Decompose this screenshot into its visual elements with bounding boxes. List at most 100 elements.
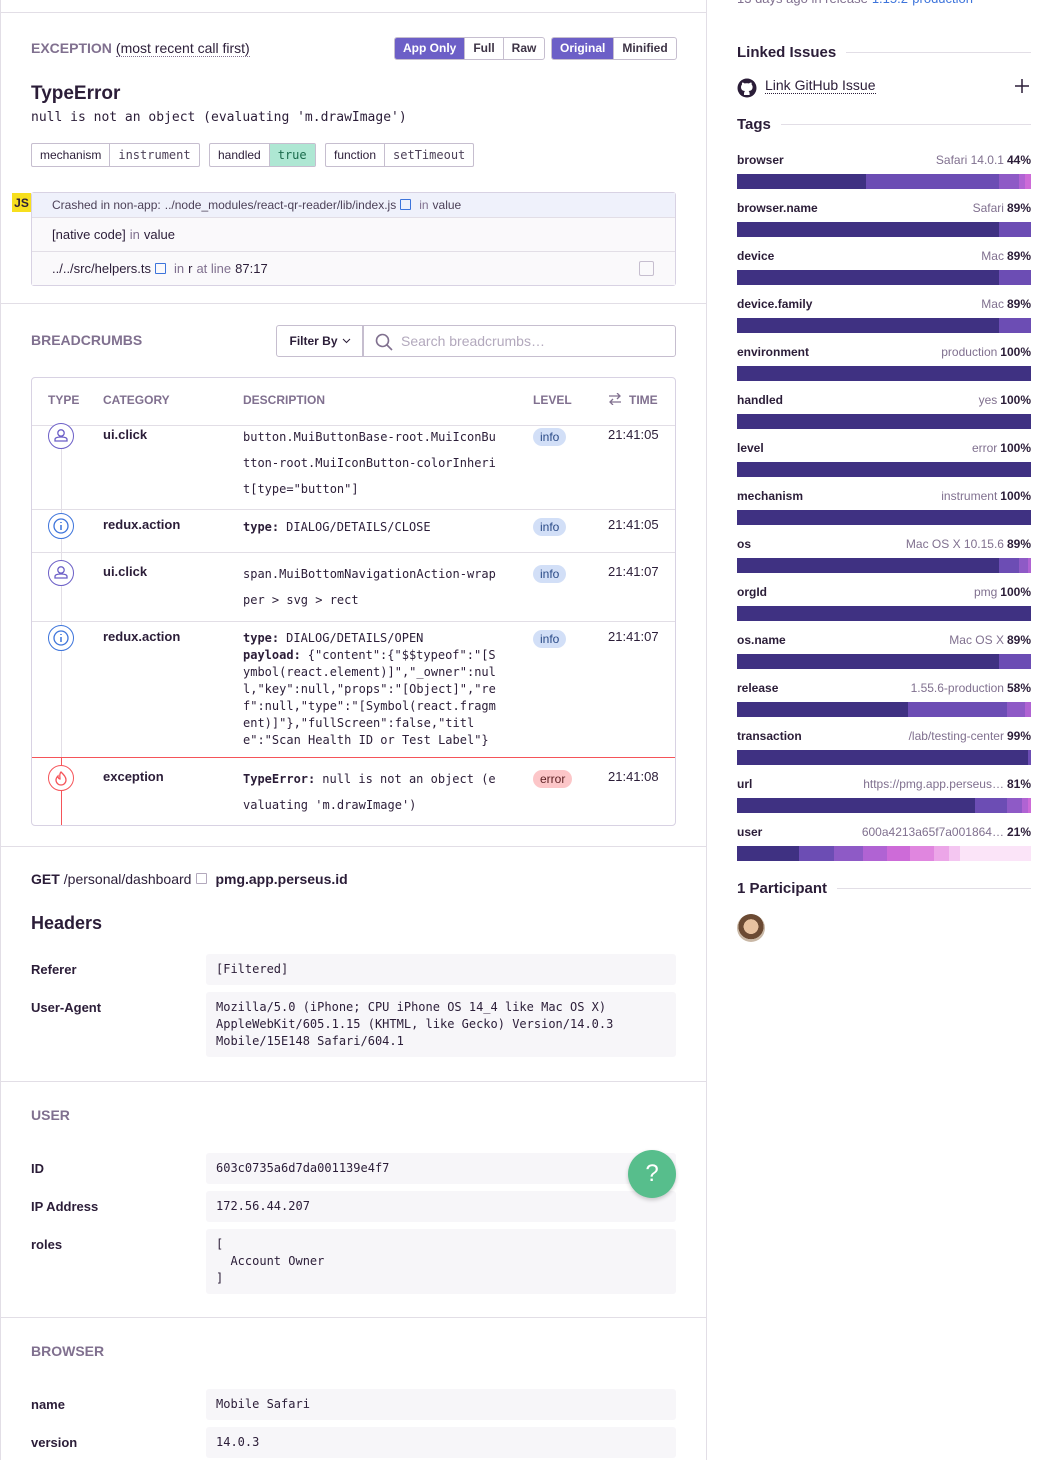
- tag-summary: Mac OS X 89%: [949, 633, 1031, 647]
- section-title: EXCEPTION: [31, 40, 112, 56]
- field-key: version: [31, 1435, 78, 1450]
- tag-summary: Mac 89%: [981, 249, 1031, 263]
- breadcrumb-table: TYPE CATEGORY DESCRIPTION LEVEL TIME ui.click…: [31, 377, 676, 826]
- field-value: [ Account Owner ]: [206, 1229, 676, 1294]
- frame-file: ../../src/helpers.ts: [52, 261, 151, 276]
- tag-segment: [1019, 174, 1026, 189]
- divider: [0, 1081, 706, 1082]
- tag-segment: [975, 798, 1008, 813]
- tag-segment: [1007, 702, 1026, 717]
- tag-value: setTimeout: [393, 148, 466, 162]
- tag-bar[interactable]: [737, 606, 1031, 621]
- tag-bar[interactable]: [737, 318, 1031, 333]
- tag-key: browser.name: [737, 201, 818, 215]
- frame-prefix: Crashed in non-app:: [52, 198, 161, 212]
- tag-bar[interactable]: [737, 222, 1031, 237]
- tag-bar[interactable]: [737, 558, 1031, 573]
- tag-segment: [737, 222, 999, 237]
- tag-segment: [737, 750, 1029, 765]
- tag-value: Safari 14.0.1: [935, 153, 1004, 167]
- toggle-button[interactable]: Full: [465, 38, 504, 59]
- tag-key: user: [737, 825, 763, 839]
- add-button[interactable]: [1014, 74, 1030, 100]
- time: 21:41:07: [608, 629, 659, 644]
- search-box[interactable]: Search breadcrumbs…: [362, 325, 676, 357]
- tag-bar[interactable]: [737, 846, 1031, 861]
- description-line: type: DIALOG/DETAILS/OPEN: [243, 630, 497, 647]
- description: type: DIALOG/DETAILS/CLOSE: [243, 514, 497, 540]
- tag-bar[interactable]: [737, 510, 1031, 525]
- tag-bar[interactable]: [737, 270, 1031, 285]
- tag-segment: [834, 846, 864, 861]
- description-key: TypeError:: [243, 772, 316, 786]
- timeline: [61, 758, 62, 825]
- help-button[interactable]: ?: [628, 1150, 676, 1198]
- tag-key: function: [326, 144, 386, 166]
- avatar[interactable]: [737, 914, 765, 942]
- expand-toggle[interactable]: [639, 261, 654, 276]
- divider: [0, 846, 706, 847]
- level-badge: info: [533, 428, 567, 446]
- tag-summary: Safari 14.0.1 44%: [936, 153, 1031, 167]
- heading-rule: [780, 124, 1031, 125]
- description-key: type:: [243, 520, 280, 534]
- tag-key: mechanism: [32, 144, 111, 166]
- description-line: type: DIALOG/DETAILS/CLOSE: [243, 514, 497, 540]
- tag-segment: [998, 654, 1031, 669]
- tag-bar[interactable]: [737, 414, 1031, 429]
- tag-segment: [998, 174, 1020, 189]
- tag-segment: [998, 270, 1031, 285]
- toggle-button[interactable]: App Only: [395, 38, 466, 59]
- link-icon: [196, 873, 208, 884]
- tag-segment: [907, 702, 1008, 717]
- tag-segment: [737, 270, 999, 285]
- toggle-button[interactable]: Raw: [511, 41, 537, 55]
- filter-button[interactable]: Filter By: [276, 325, 364, 357]
- sort-icon[interactable]: [608, 392, 622, 408]
- tag-segment: [737, 414, 1031, 429]
- column-header: CATEGORY: [103, 393, 170, 407]
- time: 21:41:05: [608, 427, 659, 442]
- tag-segment: [933, 846, 949, 861]
- tag-segment: [1028, 558, 1031, 573]
- tag-value: Mac OS X 10.15.6: [905, 537, 1004, 551]
- tag-bar[interactable]: [737, 174, 1031, 189]
- tag-segment: [737, 462, 1031, 477]
- tag-key: handled: [210, 144, 270, 166]
- frame-function: value: [143, 227, 175, 242]
- toggle-button[interactable]: Original: [552, 38, 615, 59]
- tag-bar[interactable]: [737, 750, 1031, 765]
- tag-bar[interactable]: [737, 366, 1031, 381]
- tag-value: error: [971, 441, 998, 455]
- chevron: [342, 334, 351, 348]
- tag-bar[interactable]: [737, 462, 1031, 477]
- sidebar-heading: Tags: [737, 116, 1031, 133]
- tag-bar[interactable]: [737, 654, 1031, 669]
- tag-value: Mac OS X: [949, 633, 1004, 647]
- github-link[interactable]: Link GitHub Issue: [765, 77, 876, 94]
- field-value: Mobile Safari: [206, 1389, 676, 1420]
- tag-percent: 89%: [1006, 201, 1031, 215]
- field-value: 14.0.3: [206, 1427, 676, 1458]
- tag-value: Mac: [981, 297, 1004, 311]
- tag-segment: [798, 846, 834, 861]
- tag-percent: 100%: [1000, 585, 1031, 599]
- description: span.MuiBottomNavigationAction-wrapper >…: [243, 561, 497, 613]
- description-line: button.MuiButtonBase-root.MuiIconButton-…: [243, 424, 497, 502]
- section-title: USER: [31, 1107, 70, 1123]
- field-key: ID: [31, 1161, 44, 1176]
- exception-message: null is not an object (evaluating 'm.dra…: [31, 110, 407, 125]
- tag-percent: 89%: [1006, 537, 1031, 551]
- tag-value: true: [269, 144, 315, 166]
- tag-value: yes: [978, 393, 998, 407]
- tag-percent: 81%: [1006, 777, 1031, 791]
- release-link[interactable]: 1.15.2-production: [872, 0, 973, 6]
- tag-segment: [737, 702, 908, 717]
- tag-summary: yes 100%: [979, 393, 1031, 407]
- field-value: 603c0735a6d7da001139e4f7: [206, 1153, 676, 1184]
- toggle-button[interactable]: Minified: [622, 41, 668, 55]
- tag-segment: [960, 846, 1031, 861]
- tag-bar[interactable]: [737, 798, 1031, 813]
- tag-bar[interactable]: [737, 702, 1031, 717]
- frame-line: 87:17: [235, 261, 268, 276]
